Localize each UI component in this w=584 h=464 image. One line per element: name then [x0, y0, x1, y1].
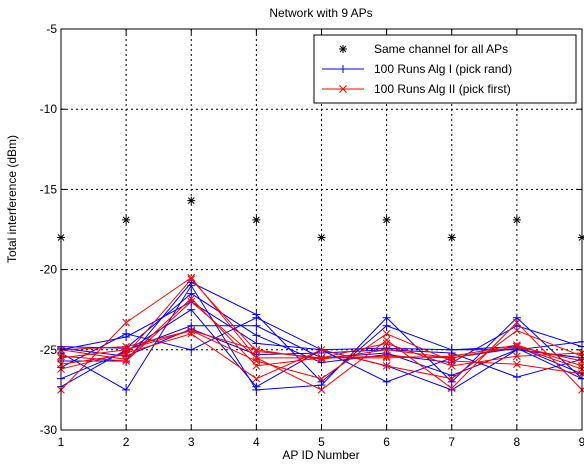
- legend-label: 100 Runs Alg I (pick rand): [374, 62, 512, 76]
- data-point: [513, 360, 521, 369]
- data-point: [513, 318, 521, 327]
- y-tick-label: -10: [40, 102, 58, 116]
- data-point: [317, 374, 326, 383]
- data-point: [187, 294, 196, 303]
- data-point: [187, 273, 196, 282]
- legend-marker: [339, 45, 347, 53]
- y-axis-label: Total interference (dBm): [5, 135, 19, 263]
- chart-title: Network with 9 APs: [269, 6, 372, 20]
- data-point: [447, 385, 456, 394]
- data-point: [447, 374, 456, 383]
- data-point: [447, 352, 456, 361]
- data-point: [447, 233, 456, 242]
- data-point: [382, 345, 391, 354]
- data-point: [252, 382, 261, 391]
- data-point: [317, 386, 326, 394]
- data-point: [122, 332, 131, 341]
- data-point: [252, 215, 261, 224]
- legend: Same channel for all APs 100 Runs Alg I (…: [313, 34, 577, 104]
- plot-area: 1 2 3 4 5 6 7 8 9 -30 -25 -20 -15 -10 -5 Same channel f…: [40, 22, 584, 449]
- y-tick-label: -20: [40, 263, 58, 277]
- y-tick-label: -15: [40, 182, 58, 196]
- x-tick-label: 3: [188, 435, 195, 449]
- data-point: [382, 361, 391, 370]
- data-point: [187, 196, 196, 205]
- data-point: [122, 215, 131, 224]
- x-tick-label: 1: [58, 435, 65, 449]
- legend-label: 100 Runs Alg II (pick first): [374, 82, 511, 96]
- x-tick-label: 6: [383, 435, 390, 449]
- data-point: [382, 344, 391, 353]
- legend-label: Same channel for all APs: [374, 42, 508, 56]
- data-point: [382, 313, 391, 322]
- data-point: [447, 345, 456, 354]
- axis-ticks: [60, 28, 583, 431]
- y-tick-label: -25: [40, 343, 58, 357]
- data-point: [187, 345, 196, 354]
- data-point: [187, 305, 196, 314]
- data-point: [187, 324, 196, 333]
- data-point: [187, 275, 196, 284]
- legend-marker: [339, 85, 347, 93]
- data-point: [122, 318, 130, 327]
- y-tick-label: -30: [40, 423, 58, 437]
- x-tick-label: 8: [514, 435, 521, 449]
- data-point: [317, 353, 326, 362]
- legend-marker: [339, 65, 347, 73]
- legend-entry: Same channel for all APs: [339, 42, 508, 56]
- data-point: [187, 289, 196, 298]
- data-point: [252, 321, 261, 330]
- data-point: [382, 329, 391, 338]
- data-point: [382, 377, 391, 386]
- data-point: [512, 313, 521, 322]
- data-point: [447, 384, 456, 393]
- x-tick-label: 7: [448, 435, 455, 449]
- data-point: [252, 331, 261, 340]
- x-tick-label: 4: [253, 435, 260, 449]
- legend-entry: 100 Runs Alg II (pick first): [322, 82, 511, 96]
- data-point: [252, 357, 261, 365]
- data-point: [382, 339, 391, 348]
- data-point: [513, 352, 521, 361]
- data-point: [513, 342, 521, 351]
- data-point: [382, 336, 391, 345]
- data-point: [512, 373, 521, 382]
- data-point: [317, 345, 326, 354]
- data-point: [513, 326, 521, 335]
- data-point: [187, 326, 196, 335]
- data-point: [187, 297, 196, 306]
- legend-entry: 100 Runs Alg I (pick rand): [322, 62, 512, 76]
- data-point: [382, 215, 391, 224]
- data-point: [252, 374, 261, 383]
- data-point: [512, 215, 521, 224]
- data-point: [252, 310, 261, 319]
- data-point: [122, 385, 131, 394]
- data-point: [382, 353, 391, 362]
- y-tick-label: -5: [46, 22, 57, 36]
- data-point: [382, 352, 391, 361]
- x-tick-label: 2: [123, 435, 130, 449]
- data-point: [513, 341, 521, 349]
- data-point: [382, 321, 391, 330]
- x-tick-label: 9: [579, 435, 584, 449]
- series-2: [57, 273, 584, 394]
- data-point: [252, 339, 261, 348]
- data-point: [122, 350, 130, 359]
- data-point: [252, 347, 261, 356]
- x-tick-label: 5: [318, 435, 325, 449]
- x-axis-label: AP ID Number: [282, 448, 359, 462]
- data-point: [317, 233, 326, 242]
- data-point: [122, 357, 130, 365]
